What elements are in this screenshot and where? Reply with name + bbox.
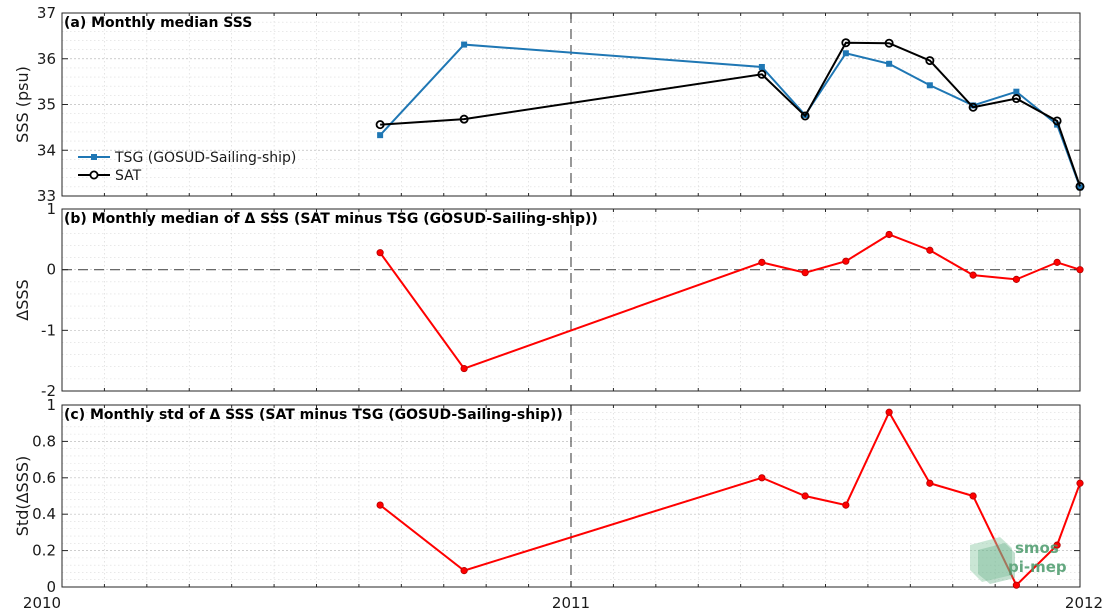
data-point <box>1076 479 1084 487</box>
data-point <box>1076 266 1084 274</box>
smos-pi-mep-logo: smos pi-mep <box>970 537 1067 584</box>
data-point <box>842 257 850 265</box>
y-tick-label: -1 <box>41 321 56 339</box>
data-point <box>376 249 384 257</box>
y-tick-label: 0.6 <box>32 469 56 487</box>
data-point <box>1013 88 1020 95</box>
data-point <box>801 269 809 277</box>
data-point <box>926 479 934 487</box>
y-tick-label: 1 <box>46 200 56 218</box>
panel-b: -2 -1 0 1 ΔSSS (b) Monthly median of Δ SSS (S… <box>13 200 1084 400</box>
panel-c: 0 0.2 0.4 0.6 0.8 1 2010 2011 2012 Std(ΔSSS) (c) M… <box>13 396 1103 612</box>
data-point <box>1053 258 1061 266</box>
data-point <box>460 567 468 575</box>
x-tick-label: 2010 <box>23 594 61 612</box>
series-line <box>379 233 1081 370</box>
axes-frame <box>61 208 1081 392</box>
y-tick-label: 34 <box>37 141 56 159</box>
data-point <box>885 408 893 416</box>
y-tick-label: 1 <box>46 396 56 414</box>
data-point <box>968 102 978 112</box>
data-point <box>969 271 977 279</box>
data-point <box>969 492 977 500</box>
data-point <box>460 364 468 373</box>
logo-text-line2: pi-mep <box>1008 558 1067 576</box>
data-point <box>1053 541 1061 549</box>
y-tick-label: 35 <box>37 96 56 114</box>
data-point <box>926 82 933 89</box>
data-point <box>800 111 810 121</box>
y-tick-label: 0.2 <box>32 542 56 560</box>
data-point <box>1011 94 1021 104</box>
y-axis-label: SSS (psu) <box>13 66 32 143</box>
data-point <box>1012 275 1020 283</box>
data-point <box>459 114 469 124</box>
legend-swatch-marker <box>89 170 99 180</box>
data-point <box>1052 116 1062 126</box>
data-point <box>1012 581 1020 589</box>
data-point <box>377 132 384 139</box>
data-point <box>758 63 765 70</box>
axes-frame <box>61 404 1081 588</box>
data-point <box>970 102 977 109</box>
y-tick-label: -2 <box>41 382 56 400</box>
data-point <box>886 60 893 67</box>
x-tick-label: 2011 <box>552 594 590 612</box>
y-tick-label: 0.4 <box>32 505 56 523</box>
y-tick-label: 0 <box>46 578 56 596</box>
panel-title: (b) Monthly median of Δ SSS (SAT minus T… <box>64 211 598 227</box>
y-tick-label: 36 <box>37 50 56 68</box>
data-point <box>375 120 385 130</box>
series-line <box>380 41 1081 187</box>
data-point <box>1077 184 1083 191</box>
data-point <box>841 38 851 48</box>
data-point <box>461 41 468 48</box>
data-point <box>842 501 850 509</box>
data-point <box>926 246 934 254</box>
legend-swatch-marker <box>91 154 97 160</box>
data-point <box>758 258 766 266</box>
data-point <box>885 230 893 239</box>
data-point <box>757 69 767 79</box>
y-tick-label: 0.8 <box>32 432 56 450</box>
data-point <box>801 492 809 500</box>
data-point <box>884 38 894 48</box>
legend-label: SAT <box>115 168 142 184</box>
y-tick-label: 33 <box>37 187 56 205</box>
y-axis-label: ΔSSS <box>13 279 32 320</box>
panel-a: 33 34 35 36 37 SSS (psu) (a) Monthly median SS… <box>13 4 1085 205</box>
y-tick-label: 0 <box>46 261 56 279</box>
data-point <box>758 474 766 482</box>
y-axis-label: Std(ΔSSS) <box>13 456 32 536</box>
y-tick-label: 37 <box>37 4 56 22</box>
x-tick-label: 2012 <box>1065 594 1103 612</box>
data-point <box>842 50 849 57</box>
data-point <box>925 56 935 66</box>
legend-label: TSG (GOSUD-Sailing-ship) <box>114 150 296 166</box>
panel-title: (c) Monthly std of Δ SSS (SAT minus TSG … <box>64 407 563 423</box>
panel-title: (a) Monthly median SSS <box>64 15 252 31</box>
data-point <box>1075 181 1085 191</box>
data-point <box>376 501 384 509</box>
logo-text-line1: smos <box>1015 539 1059 557</box>
